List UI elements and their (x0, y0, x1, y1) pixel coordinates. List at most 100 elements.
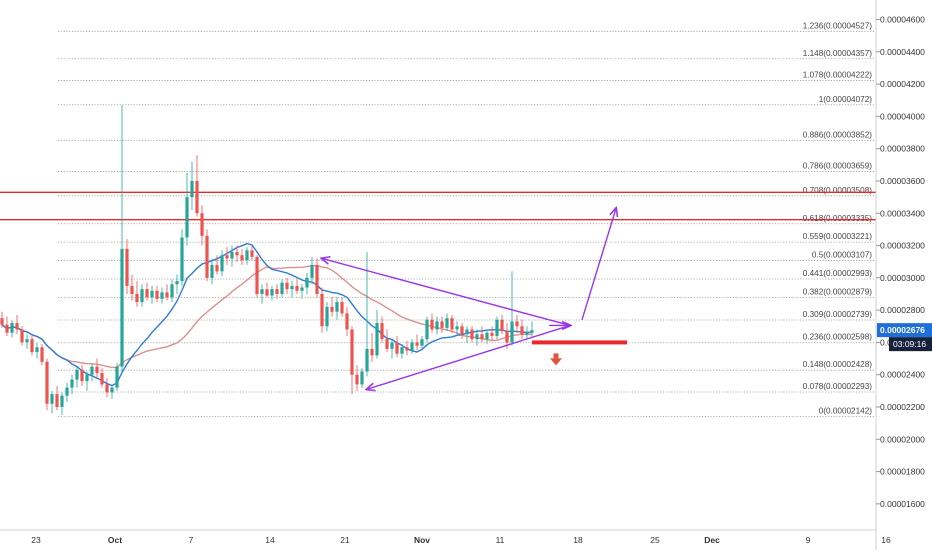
candle (160, 287, 164, 304)
candle (345, 306, 349, 336)
candle (440, 316, 444, 333)
down-arrow-icon (550, 353, 562, 366)
candle-body (440, 321, 444, 328)
candle (520, 319, 524, 340)
candle-body (210, 264, 214, 278)
candle-body (525, 332, 529, 335)
time-axis[interactable]: 23 Oct 7 14 21 Nov 11 18 25 Dec 9 16 (0, 529, 891, 545)
candle-body (130, 285, 134, 294)
candle (500, 314, 504, 335)
candle-body (460, 326, 464, 335)
fib-label: 0.786(0.00003659) (803, 161, 872, 170)
candle (275, 284, 279, 299)
candle (435, 316, 439, 335)
fib-label: 0.148(0.00002428) (803, 360, 872, 369)
candle (330, 297, 334, 317)
countdown-box (889, 337, 932, 352)
candle-body (185, 197, 189, 238)
time-tick-label: Dec (704, 535, 720, 545)
candle-body (410, 342, 414, 351)
target-arrow (581, 208, 616, 321)
candle (85, 371, 89, 391)
candle (420, 335, 424, 349)
candle (400, 344, 404, 359)
candle-body (125, 248, 129, 286)
price-tick-label: 0.00003800 (880, 144, 925, 154)
candle (490, 326, 494, 341)
candle-body (115, 366, 119, 388)
candle (285, 277, 289, 294)
candle-body (5, 324, 9, 333)
candle (200, 205, 204, 246)
price-tick-label: 0.00003400 (880, 208, 925, 218)
candle-body (70, 379, 74, 388)
candle (245, 247, 249, 265)
candle (265, 282, 269, 298)
candle-body (220, 255, 224, 272)
candle (460, 323, 464, 340)
candle (470, 326, 474, 343)
candle (415, 334, 419, 351)
candle-body (150, 290, 154, 298)
candle (315, 258, 319, 298)
price-axis[interactable]: 0.00001600 0.00001800 0.00002000 0.00002200… (875, 0, 925, 550)
candle-body (80, 369, 84, 382)
candle (70, 374, 74, 395)
fib-label: 0.886(0.00003852) (803, 130, 872, 139)
price-tick-label: 0.00003600 (880, 176, 925, 186)
candle (120, 105, 124, 372)
candle-body (405, 347, 409, 351)
candle-body (260, 289, 264, 294)
candle (525, 326, 529, 340)
candle (485, 329, 489, 345)
candle-body (50, 394, 54, 404)
candle (230, 245, 234, 267)
candle (250, 245, 254, 261)
candle-body (320, 293, 324, 327)
fib-label: 0.236(0.00002598) (803, 333, 872, 342)
candle-body (240, 255, 244, 261)
triangle-pattern (322, 208, 627, 389)
candle (130, 274, 134, 301)
candle-body (255, 256, 259, 294)
countdown-value: 03:09:16 (893, 339, 926, 349)
candle-body (20, 329, 24, 343)
time-tick-label: 18 (573, 535, 583, 545)
price-tick-label: 0.00004200 (880, 79, 925, 89)
candle (355, 365, 359, 391)
candle-body (490, 332, 494, 336)
candle-body (155, 290, 159, 299)
candle-body (455, 326, 459, 330)
candle (365, 252, 369, 377)
candle (495, 316, 499, 340)
fib-label: 0.708(0.00003508) (803, 186, 872, 195)
last-price-label: 0.00002676 03:09:16 (877, 323, 932, 352)
candle-body (235, 252, 239, 256)
candle (340, 297, 344, 317)
ma-slow-line (1, 264, 533, 369)
candle (300, 284, 304, 299)
candle-body (35, 347, 39, 353)
price-tick-label: 0.00002400 (880, 370, 925, 380)
candle (25, 334, 29, 349)
fib-label: 0.5(0.00003107) (812, 251, 872, 260)
candle (75, 366, 79, 388)
candle-body (360, 371, 364, 385)
candle (325, 302, 329, 332)
candle (295, 279, 299, 294)
candlesticks (0, 105, 534, 416)
candle-body (165, 292, 169, 298)
price-tick-label: 0.00001800 (880, 467, 925, 477)
fib-label: 1.236(0.00004527) (803, 21, 872, 30)
candle (445, 313, 449, 332)
candle (260, 284, 264, 304)
candle-body (195, 180, 199, 214)
fib-label: 1.148(0.00004357) (803, 49, 872, 58)
candle-body (445, 318, 449, 328)
time-tick-label: 7 (189, 535, 194, 545)
fib-label: 1(0.00004072) (819, 95, 873, 104)
candle-body (170, 284, 174, 298)
candle (235, 245, 239, 262)
